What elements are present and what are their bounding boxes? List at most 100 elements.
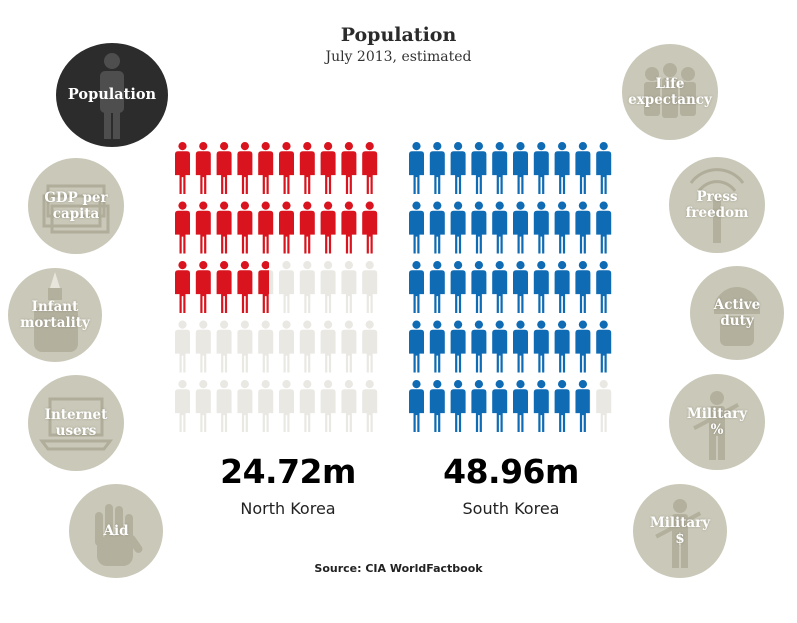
person-figure bbox=[362, 380, 378, 432]
pictogram-north-korea bbox=[175, 142, 378, 432]
person-figure bbox=[409, 201, 424, 254]
person-figure bbox=[299, 320, 315, 373]
person-figure bbox=[513, 320, 528, 373]
person-figure bbox=[175, 261, 190, 313]
person-figure bbox=[237, 201, 253, 254]
person-figure bbox=[320, 380, 336, 432]
person-figure bbox=[554, 142, 570, 194]
person-figure bbox=[341, 380, 357, 432]
person-figure bbox=[554, 380, 570, 432]
nav-life-expectancy-button[interactable]: Life expectancy bbox=[622, 44, 718, 140]
nav-active-duty-button[interactable]: Active duty bbox=[690, 266, 784, 360]
laptop-icon bbox=[39, 397, 113, 451]
person-figure bbox=[320, 201, 336, 254]
person-figure bbox=[237, 142, 253, 194]
person-figure bbox=[513, 380, 528, 432]
person-figure bbox=[409, 380, 424, 432]
people-group-icon bbox=[644, 63, 696, 118]
hand-icon bbox=[95, 504, 143, 566]
person-figure bbox=[195, 320, 211, 373]
south-korea-label: South Korea bbox=[462, 499, 560, 518]
person-icon bbox=[100, 53, 124, 139]
person-figure bbox=[258, 261, 274, 313]
person-figure bbox=[216, 261, 232, 313]
person-figure bbox=[575, 142, 591, 194]
person-figure bbox=[362, 320, 378, 373]
person-figure bbox=[575, 320, 591, 373]
person-figure bbox=[471, 380, 487, 432]
person-figure bbox=[554, 201, 570, 254]
person-figure bbox=[237, 320, 253, 373]
person-figure bbox=[471, 261, 487, 313]
person-figure bbox=[471, 201, 487, 254]
nav-label-aid: Aid bbox=[103, 523, 129, 539]
person-figure bbox=[195, 380, 211, 432]
nav-population-button[interactable]: Population bbox=[56, 43, 168, 147]
nav-gdp-per-capita-button[interactable]: GDP per capita bbox=[28, 158, 124, 254]
north-korea-value: 24.72m bbox=[220, 452, 356, 491]
person-figure bbox=[320, 261, 336, 313]
person-figure bbox=[237, 380, 253, 432]
person-figure bbox=[299, 380, 315, 432]
nav-press-freedom-button[interactable]: Press freedom bbox=[669, 157, 765, 253]
chart-subtitle: July 2013, estimated bbox=[325, 49, 472, 65]
person-figure bbox=[533, 320, 549, 373]
person-figure bbox=[429, 320, 445, 373]
chart-title: Population bbox=[340, 24, 457, 46]
person-figure bbox=[320, 320, 336, 373]
nav-aid-button[interactable]: Aid bbox=[69, 484, 163, 578]
nav-label-gdp-per-capita: GDP per capita bbox=[44, 190, 108, 222]
person-figure bbox=[341, 320, 357, 373]
person-figure bbox=[450, 201, 466, 254]
person-figure bbox=[341, 261, 357, 313]
person-figure bbox=[362, 261, 378, 313]
person-figure bbox=[492, 261, 508, 313]
person-figure bbox=[492, 142, 508, 194]
south-korea-value: 48.96m bbox=[443, 452, 579, 491]
nav-label-military-percent: Military% bbox=[686, 406, 748, 438]
nav-label-press-freedom: Press freedom bbox=[685, 189, 749, 221]
person-figure bbox=[341, 201, 357, 254]
person-figure bbox=[554, 320, 570, 373]
person-figure bbox=[195, 261, 211, 313]
soldier-helmet-icon bbox=[714, 287, 760, 346]
person-figure bbox=[450, 261, 466, 313]
person-figure bbox=[533, 142, 549, 194]
person-figure bbox=[533, 201, 549, 254]
person-figure bbox=[320, 142, 336, 194]
person-figure bbox=[554, 261, 570, 313]
person-figure bbox=[237, 261, 253, 313]
baby-bottle-icon bbox=[34, 272, 78, 352]
person-figure bbox=[279, 380, 294, 432]
person-figure bbox=[216, 320, 232, 373]
person-figure bbox=[175, 201, 190, 254]
money-stack-icon bbox=[42, 184, 110, 234]
person-figure bbox=[450, 320, 466, 373]
person-figure bbox=[429, 261, 445, 313]
person-figure bbox=[596, 320, 612, 373]
person-figure bbox=[195, 142, 211, 194]
person-figure bbox=[216, 142, 232, 194]
person-figure bbox=[299, 142, 315, 194]
nav-military-spending-button[interactable]: Military $ bbox=[633, 484, 727, 578]
person-figure bbox=[513, 142, 528, 194]
nav-internet-users-button[interactable]: Internet users bbox=[28, 375, 124, 471]
nav-military-percent-button[interactable]: Military% bbox=[669, 374, 765, 470]
person-figure bbox=[362, 201, 378, 254]
person-figure bbox=[409, 320, 424, 373]
person-figure bbox=[492, 380, 508, 432]
nav-label-active-duty: Active duty bbox=[713, 297, 761, 329]
person-figure bbox=[429, 142, 445, 194]
person-figure bbox=[216, 201, 232, 254]
person-figure bbox=[216, 380, 232, 432]
person-figure bbox=[279, 142, 294, 194]
nav-infant-mortality-button[interactable]: Infant mortality bbox=[8, 268, 102, 362]
person-figure bbox=[429, 201, 445, 254]
person-figure bbox=[533, 261, 549, 313]
source-note: Source: CIA WorldFactbook bbox=[314, 562, 483, 575]
person-figure bbox=[492, 201, 508, 254]
nav-label-infant-mortality: Infant mortality bbox=[20, 299, 90, 331]
person-figure bbox=[258, 380, 274, 432]
